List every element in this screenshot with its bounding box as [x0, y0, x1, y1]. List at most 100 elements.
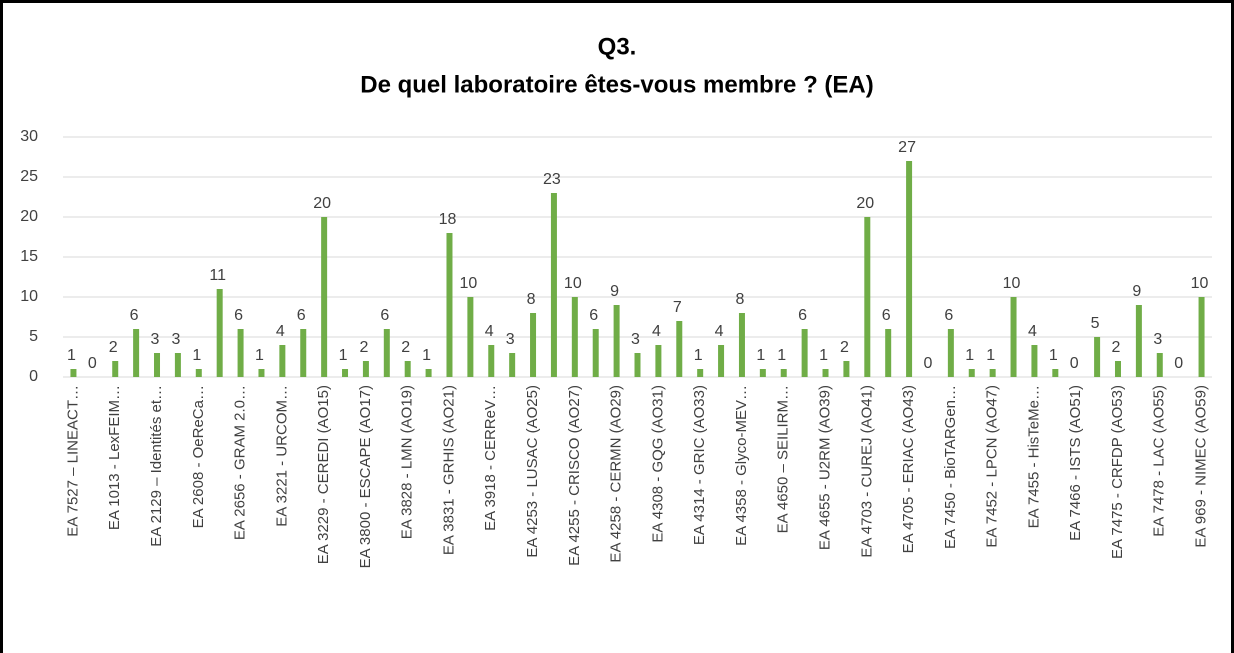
- data-label: 0: [1070, 355, 1079, 372]
- x-tick-label: EA 969 - NIMEC (AO59): [1193, 385, 1210, 548]
- data-label: 2: [109, 339, 118, 356]
- data-label: 6: [234, 307, 243, 324]
- x-tick-label: EA 2656 - GRAM 2.0…: [232, 385, 249, 540]
- data-label: 4: [715, 323, 724, 340]
- bar: [425, 369, 432, 377]
- x-tick-label: EA 7478 - LAC (AO55): [1151, 385, 1168, 537]
- x-tick-label: EA 4255 - CRISCO (AO27): [566, 385, 583, 566]
- data-label: 3: [631, 331, 640, 348]
- bar: [947, 329, 954, 377]
- bar: [1114, 361, 1121, 377]
- data-label: 10: [459, 275, 477, 292]
- bar: [613, 305, 620, 377]
- bar: [362, 361, 369, 377]
- data-label: 6: [380, 307, 389, 324]
- data-label: 1: [777, 347, 786, 364]
- bar: [550, 193, 557, 377]
- y-tick-label: 30: [20, 128, 38, 145]
- data-label: 20: [313, 195, 331, 212]
- bar: [467, 297, 474, 377]
- data-label: 1: [986, 347, 995, 364]
- bar: [906, 161, 913, 377]
- bar: [154, 353, 161, 377]
- data-label: 1: [422, 347, 431, 364]
- bar: [70, 369, 77, 377]
- bar: [676, 321, 683, 377]
- x-tick-label: EA 3918 - CERReV…: [482, 385, 499, 531]
- bar: [1031, 345, 1038, 377]
- data-label: 4: [1028, 323, 1037, 340]
- data-label: 3: [1153, 331, 1162, 348]
- bar: [321, 217, 328, 377]
- bar: [279, 345, 286, 377]
- bar: [195, 369, 202, 377]
- bar: [1094, 337, 1101, 377]
- data-label: 7: [673, 299, 682, 316]
- data-label: 8: [736, 291, 745, 308]
- x-tick-label: EA 7466 - ISTS (AO51): [1067, 385, 1084, 541]
- data-label: 0: [1174, 355, 1183, 372]
- data-label: 10: [564, 275, 582, 292]
- data-label: 10: [1191, 275, 1209, 292]
- x-tick-label: EA 4253 - LUSAC (AO25): [524, 385, 541, 558]
- x-tick-label: EA 3229 - CEREDI (AO15): [315, 385, 332, 564]
- data-label: 23: [543, 171, 561, 188]
- data-label: 6: [589, 307, 598, 324]
- x-tick-label: EA 4655 - U2RM (AO39): [816, 385, 833, 550]
- data-label: 1: [694, 347, 703, 364]
- x-tick-label: EA 4650 – SEILIRM…: [775, 385, 792, 533]
- data-label: 4: [652, 323, 661, 340]
- bar: [885, 329, 892, 377]
- data-label: 1: [756, 347, 765, 364]
- bar: [300, 329, 307, 377]
- x-tick-label: EA 3831 - GRHIS (AO21): [440, 385, 457, 555]
- x-tick-label: EA 7527 – LINEACT…: [64, 385, 81, 537]
- bar: [864, 217, 871, 377]
- bar: [383, 329, 390, 377]
- data-label: 1: [192, 347, 201, 364]
- bar: [1052, 369, 1059, 377]
- bar: [571, 297, 578, 377]
- bar: [1135, 305, 1142, 377]
- bar: [822, 369, 829, 377]
- bar: [968, 369, 975, 377]
- data-label: 5: [1091, 315, 1100, 332]
- chart-subtitle: De quel laboratoire êtes-vous membre ? (…: [360, 71, 873, 98]
- bar: [446, 233, 453, 377]
- y-tick-label: 10: [20, 288, 38, 305]
- data-label: 2: [359, 339, 368, 356]
- bar: [133, 329, 140, 377]
- chart-title: Q3.: [598, 33, 637, 60]
- x-tick-label: EA 7455 - HisTeMe…: [1025, 385, 1042, 528]
- data-label: 1: [255, 347, 264, 364]
- data-label: 1: [819, 347, 828, 364]
- y-tick-label: 25: [20, 168, 38, 185]
- y-tick-label: 0: [29, 368, 38, 385]
- bar: [530, 313, 537, 377]
- bar: [718, 345, 725, 377]
- bar: [1010, 297, 1017, 377]
- bar: [509, 353, 516, 377]
- data-label: 20: [856, 195, 874, 212]
- bar: [592, 329, 599, 377]
- x-tick-label: EA 3828 - LMN (AO19): [399, 385, 416, 539]
- bar: [112, 361, 119, 377]
- x-tick-label: EA 4703 - CUREJ (AO41): [858, 385, 875, 558]
- data-label: 6: [798, 307, 807, 324]
- data-label: 11: [209, 267, 226, 284]
- x-tick-label: EA 3800 - ESCAPE (AO17): [357, 385, 374, 568]
- x-tick-label: EA 2129 – Identités et…: [148, 385, 165, 547]
- x-tick-label: EA 7452 - LPCN (AO47): [984, 385, 1001, 548]
- x-tick-label: EA 7450 - BioTARGen…: [942, 385, 959, 549]
- data-label: 9: [610, 283, 619, 300]
- data-label: 9: [1132, 283, 1141, 300]
- bar: [634, 353, 641, 377]
- data-label: 6: [882, 307, 891, 324]
- x-tick-label: EA 1013 - LexFEIM…: [106, 385, 123, 530]
- data-label: 3: [151, 331, 160, 348]
- bar: [404, 361, 411, 377]
- data-label: 3: [506, 331, 515, 348]
- data-label: 0: [88, 355, 97, 372]
